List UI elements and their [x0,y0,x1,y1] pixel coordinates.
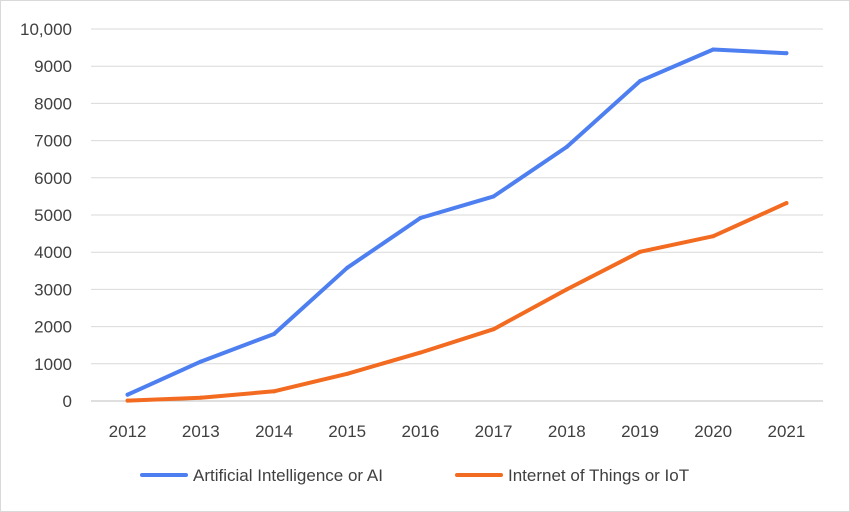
data-point [711,47,716,52]
series-ai [125,47,789,397]
data-point [418,215,423,220]
data-point [272,389,276,394]
data-point [564,287,569,292]
data-point [784,51,789,56]
x-tick-label: 2021 [767,422,805,441]
y-tick-label: 0 [63,392,72,411]
x-tick-label: 2020 [694,422,732,441]
legend: Artificial Intelligence or AI Internet of… [140,466,689,485]
series-iot [125,201,789,403]
x-tick-label: 2014 [255,422,293,441]
data-point [491,327,496,332]
data-point [125,398,130,403]
x-tick-label: 2018 [548,422,586,441]
x-tick-label: 2016 [401,422,439,441]
y-tick-label: 8000 [34,94,72,113]
data-point [418,350,423,355]
y-tick-label: 3000 [34,280,72,299]
series-lines [125,47,789,403]
x-tick-label: 2015 [328,422,366,441]
series-line [125,47,789,397]
data-point [638,79,642,84]
data-point [198,395,203,400]
legend-label: Internet of Things or IoT [508,466,689,485]
y-tick-label: 4000 [34,243,72,262]
y-axis-tick-labels: 0 1000 2000 3000 4000 5000 6000 7000 8000 9000 10,… [20,20,72,411]
legend-item: Internet of Things or IoT [455,466,689,485]
y-tick-label: 5000 [34,206,72,225]
data-point [345,265,350,270]
y-tick-label: 2000 [34,318,72,337]
y-tick-label: 10,000 [20,20,72,39]
series-line [125,201,789,403]
y-tick-label: 9000 [34,57,72,76]
data-point [125,392,130,397]
data-point [784,201,789,206]
x-tick-label: 2017 [475,422,513,441]
y-tick-label: 1000 [34,355,72,374]
data-point [491,194,496,199]
gridlines [91,28,823,402]
data-point [638,249,642,254]
x-axis-tick-labels: 2012 2013 2014 2015 2016 2017 2018 2019 2020 2021 [109,422,806,441]
legend-label: Artificial Intelligence or AI [193,466,383,485]
x-tick-label: 2019 [621,422,659,441]
data-point [272,332,276,337]
x-tick-label: 2012 [109,422,147,441]
y-tick-label: 7000 [34,132,72,151]
data-point [345,371,350,376]
legend-item: Artificial Intelligence or AI [140,466,383,485]
x-tick-label: 2013 [182,422,220,441]
data-point [711,234,716,239]
data-point [198,359,203,364]
y-tick-label: 6000 [34,169,72,188]
data-point [564,144,569,149]
